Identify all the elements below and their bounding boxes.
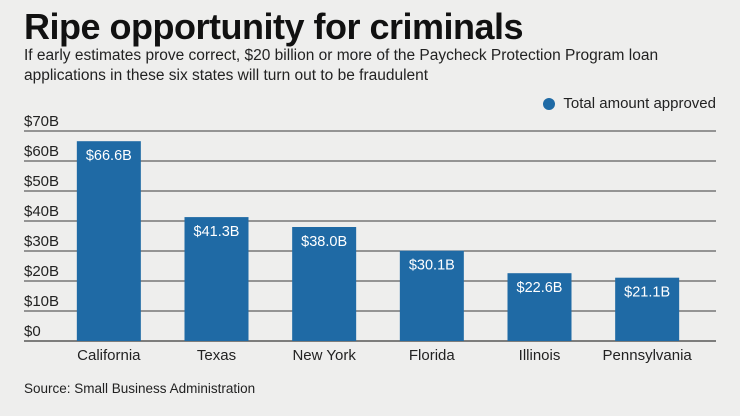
x-category-label: Pennsylvania — [603, 347, 693, 364]
bar — [507, 273, 572, 341]
data-label: $22.6B — [517, 280, 563, 296]
x-category-label: California — [77, 347, 141, 364]
x-category-label: Illinois — [519, 347, 561, 364]
data-label: $30.1B — [409, 258, 455, 274]
y-tick-label: $70B — [24, 113, 59, 130]
y-tick-label: $10B — [24, 293, 59, 310]
data-label: $41.3B — [194, 224, 240, 240]
legend-label: Total amount approved — [563, 95, 716, 112]
chart-subtitle: If early estimates prove correct, $20 bi… — [24, 47, 659, 84]
source-note: Source: Small Business Administration — [24, 381, 256, 396]
y-tick-label: $30B — [24, 233, 59, 250]
bar — [184, 217, 249, 341]
x-category-label: New York — [292, 347, 356, 364]
y-tick-label: $60B — [24, 143, 59, 160]
legend-marker — [543, 97, 556, 110]
y-tick-label: $40B — [24, 203, 59, 220]
bar — [615, 277, 680, 341]
y-tick-label: $0 — [24, 323, 41, 340]
y-tick-label: $20B — [24, 263, 59, 280]
data-label: $66.6B — [86, 148, 132, 164]
data-label: $38.0B — [301, 234, 347, 250]
data-label: $21.1B — [624, 285, 670, 301]
bar — [76, 141, 141, 341]
bar — [399, 250, 464, 341]
x-category-label: Florida — [409, 347, 456, 364]
x-category-label: Texas — [197, 347, 236, 364]
bar — [292, 227, 357, 341]
legend: Total amount approved — [543, 95, 716, 112]
y-tick-label: $50B — [24, 173, 59, 190]
chart-title: Ripe opportunity for criminals — [24, 6, 524, 47]
